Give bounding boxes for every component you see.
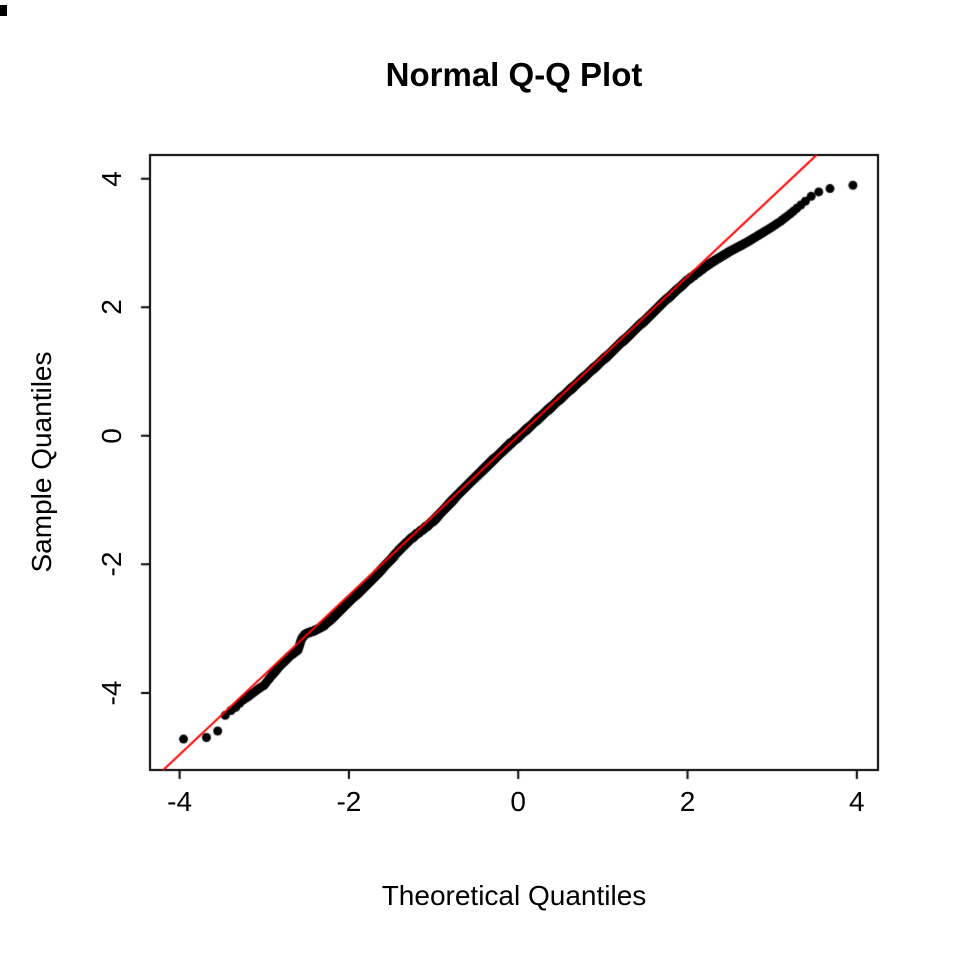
x-axis-label: Theoretical Quantiles (381, 880, 647, 911)
plot-title: Normal Q-Q Plot (385, 56, 643, 93)
x-tick-label-0: 0 (510, 786, 527, 817)
y-axis-label: Sample Quantiles (26, 351, 57, 573)
x-tick-label-4: 4 (849, 786, 865, 817)
y-tick-label-4: 4 (96, 170, 127, 187)
x-tick-label--2: -2 (336, 786, 362, 817)
x-tick-label-2: 2 (679, 786, 696, 817)
y-tick-label-0: 0 (96, 428, 127, 444)
y-tick-label--4: -4 (96, 680, 127, 706)
y-tick-label--2: -2 (96, 551, 127, 577)
y-tick-label-2: 2 (96, 299, 127, 316)
x-tick-label--4: -4 (167, 786, 193, 817)
